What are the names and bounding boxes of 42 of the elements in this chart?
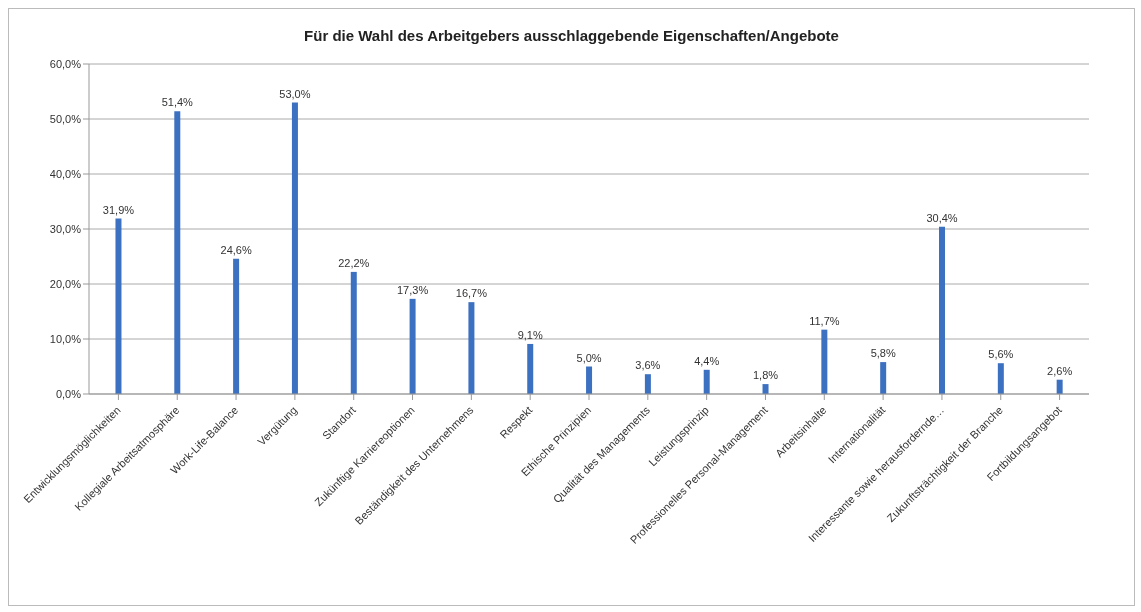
data-label: 30,4% bbox=[926, 211, 958, 224]
data-label: 2,6% bbox=[1047, 364, 1073, 377]
bar bbox=[880, 362, 887, 394]
bar bbox=[586, 366, 593, 394]
bar bbox=[997, 363, 1004, 394]
bar bbox=[291, 102, 298, 394]
bar bbox=[762, 384, 769, 394]
data-label: 1,8% bbox=[752, 369, 779, 382]
data-label: 11,7% bbox=[809, 314, 840, 327]
data-label: 5,0% bbox=[576, 351, 602, 364]
data-label: 16,7% bbox=[455, 287, 488, 300]
data-label: 31,9% bbox=[102, 203, 135, 216]
bar bbox=[1056, 379, 1063, 394]
bar bbox=[115, 218, 122, 394]
data-label: 5,8% bbox=[870, 347, 896, 360]
bar bbox=[703, 369, 710, 394]
data-label: 24,6% bbox=[220, 243, 252, 256]
chart-title: Für die Wahl des Arbeitgebers ausschlaggebende Eigenschaften/Angebote bbox=[303, 26, 840, 46]
bar bbox=[527, 343, 534, 394]
data-label: 4,4% bbox=[694, 354, 720, 367]
bar bbox=[644, 374, 651, 394]
y-tick-label: 10,0% bbox=[49, 332, 82, 345]
y-tick-label: 20,0% bbox=[49, 277, 82, 290]
data-label: 5,6% bbox=[988, 348, 1014, 361]
y-tick-label: 30,0% bbox=[49, 222, 82, 235]
bar bbox=[174, 111, 181, 394]
bar bbox=[350, 271, 357, 394]
data-label: 51,4% bbox=[161, 96, 194, 109]
bar bbox=[233, 258, 240, 394]
y-tick-label: 40,0% bbox=[49, 167, 82, 180]
data-label: 9,1% bbox=[517, 328, 543, 341]
bar bbox=[939, 226, 945, 394]
data-label: 22,2% bbox=[338, 256, 370, 269]
bar bbox=[821, 329, 828, 394]
y-tick-label: 50,0% bbox=[49, 112, 82, 125]
bar bbox=[468, 302, 475, 394]
y-tick-label: 0,0% bbox=[55, 387, 82, 400]
bar bbox=[409, 298, 416, 394]
data-label: 53,0% bbox=[279, 87, 311, 100]
y-tick-label: 60,0% bbox=[49, 57, 82, 70]
data-label: 17,3% bbox=[396, 283, 429, 296]
data-label: 3,6% bbox=[635, 359, 661, 372]
